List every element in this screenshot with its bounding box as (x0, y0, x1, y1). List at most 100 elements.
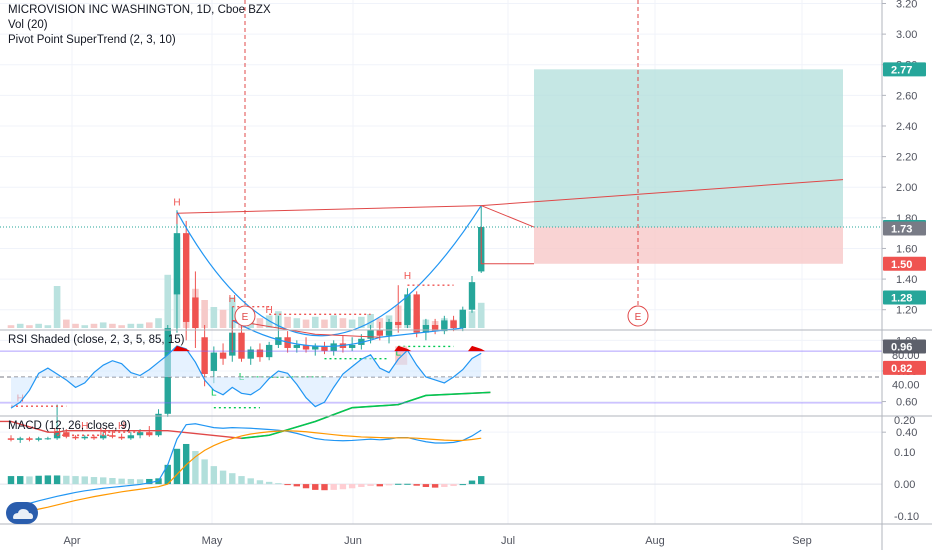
trend-line-ext (481, 179, 844, 207)
candle-body (44, 438, 52, 440)
volume-bar (99, 322, 107, 328)
position-zones (534, 69, 843, 264)
volume-bar (477, 302, 485, 328)
y-tick-label: 3.00 (896, 29, 917, 41)
candle-body (395, 321, 402, 326)
macd-histogram-bar (201, 459, 208, 485)
rsi-overbought (468, 345, 486, 352)
volume-bar (155, 318, 162, 328)
macd-histogram-bar (7, 476, 15, 485)
trend-line-top (176, 205, 482, 214)
macd-tick-label: -0.10 (894, 511, 919, 523)
earnings-marker-label: E (635, 312, 642, 323)
macd-legend[interactable]: MACD (12, 26, close, 9) (8, 420, 131, 432)
x-tick-label: May (202, 535, 223, 547)
earnings-marker (234, 305, 256, 327)
macd-histogram-bar (229, 473, 236, 485)
volume-bar (53, 286, 61, 328)
pivot-label-h: H (404, 271, 411, 282)
macd-histogram-bar (127, 478, 135, 485)
price-tag-label: 2.77 (891, 64, 912, 76)
volume-legend[interactable]: Vol (20) (8, 19, 48, 31)
candle-body (35, 438, 42, 440)
volume-bar (339, 318, 347, 328)
candle-body (302, 344, 310, 350)
price-tag (883, 290, 926, 305)
volume-bar (63, 319, 70, 328)
macd-histogram-bar (385, 484, 393, 486)
pivot-label-l: L (395, 348, 401, 359)
candle-body (441, 320, 448, 332)
volume-bar (468, 311, 476, 328)
x-tick-label: Aug (645, 535, 665, 547)
pivot-label-h: H (266, 305, 273, 316)
candle-body (238, 332, 245, 359)
rsi-shade (11, 345, 482, 409)
symbol-title[interactable]: MICROVISION INC WASHINGTON, 1D, Cboe BZX (8, 4, 271, 16)
price-tag (883, 256, 926, 271)
volume-bar (219, 309, 227, 328)
rsi-tick-label: 80.00 (892, 350, 920, 362)
candle-body (210, 352, 218, 371)
candle-body (63, 432, 70, 437)
candle-body (118, 436, 125, 439)
macd-histogram-bar (450, 484, 457, 487)
volume-bar (44, 325, 52, 328)
supertrend-bull (241, 391, 491, 440)
rsi-tick-label: 40.00 (892, 379, 920, 391)
candle-body (376, 329, 383, 336)
y-tick-label: 0.40 (896, 427, 917, 439)
volume-bar (118, 325, 125, 328)
macd-histogram-bar (284, 484, 291, 486)
rsi-legend[interactable]: RSI Shaded (close, 2, 3, 5, 85, 15) (8, 334, 185, 346)
macd-histogram-bar (265, 481, 273, 485)
macd-histogram-bar (376, 484, 383, 487)
candle-body (293, 344, 301, 348)
candle-body (413, 294, 420, 333)
y-tick-label: 1.60 (896, 243, 917, 255)
volume-bar (26, 325, 33, 328)
volume-bar (367, 314, 374, 328)
candle-body (192, 297, 199, 329)
candle-body (348, 344, 356, 348)
macd-histogram-bar (404, 483, 411, 485)
candle-body (173, 233, 181, 295)
candle-body (422, 325, 430, 333)
candle-body (100, 435, 107, 439)
macd-histogram-bar (238, 476, 245, 485)
macd-histogram-bar (441, 484, 448, 487)
price-tag (883, 62, 926, 77)
candle-body (321, 346, 328, 352)
pivot-label-h: H (229, 294, 236, 305)
price-tag-label: 1.73 (891, 224, 912, 236)
pivot-label-h: H (53, 427, 60, 438)
macd-histogram-bar (109, 478, 116, 485)
x-tick-label: Jun (344, 535, 362, 547)
macd-histogram-bar (395, 483, 402, 485)
candle-body (81, 436, 88, 439)
volume-bar (293, 318, 301, 328)
price-tag-label: 0.96 (891, 341, 912, 353)
volume-bar (35, 323, 42, 328)
cup-curve (176, 205, 482, 337)
price-tag-label: 1.28 (891, 292, 912, 304)
macd-histogram-bar (348, 484, 356, 489)
volume-bar (302, 319, 310, 328)
y-tick-label: 1.40 (896, 274, 917, 286)
y-tick-label: 2.20 (896, 152, 917, 164)
y-tick-label: 2.40 (896, 121, 917, 133)
macd-tick-label: 0.00 (894, 479, 915, 491)
tradingview-logo[interactable] (6, 502, 38, 524)
macd-histogram-bar (118, 478, 125, 485)
macd-histogram-bar (330, 484, 337, 490)
macd-histogram-bar (90, 477, 98, 485)
supertrend-legend[interactable]: Pivot Point SuperTrend (2, 3, 10) (8, 34, 176, 46)
candle-body (431, 325, 439, 332)
pivot-label-l: L (211, 387, 217, 398)
cloud-icon (13, 509, 33, 519)
macd-histogram-bar (468, 480, 476, 485)
price-tag (883, 360, 926, 375)
macd-histogram-bar (478, 476, 485, 485)
candle-body (404, 294, 411, 326)
